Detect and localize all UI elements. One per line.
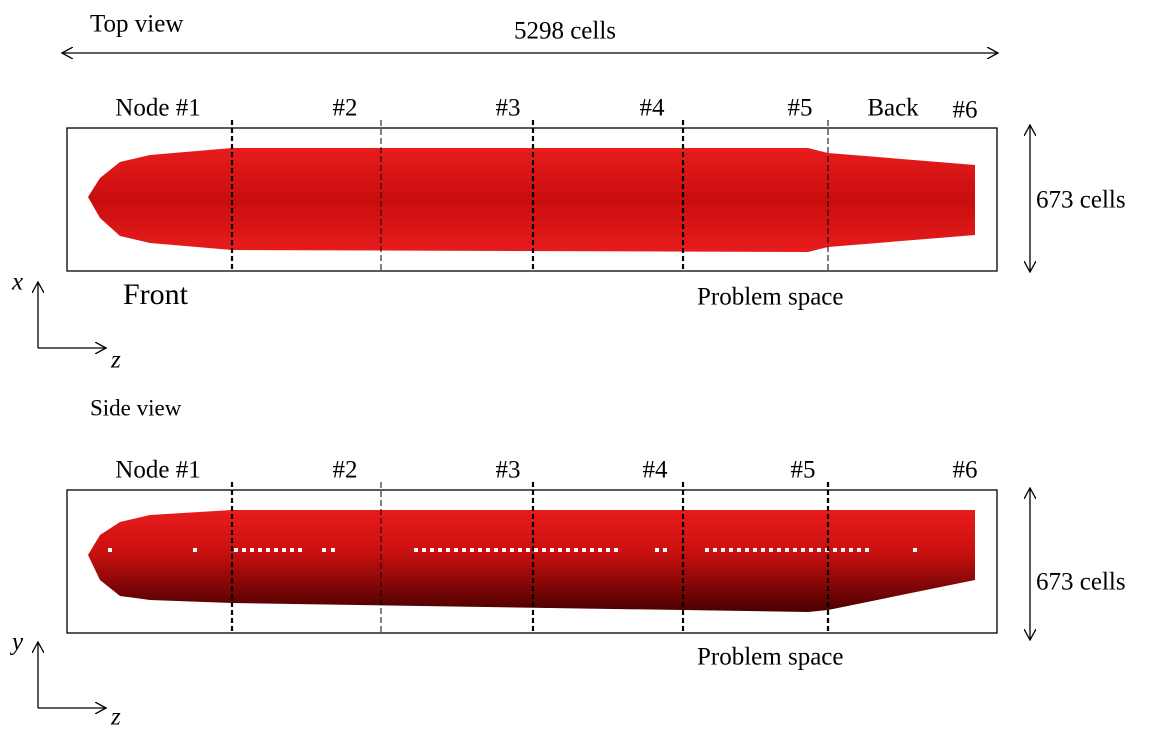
front-label: Front [123,278,189,311]
window [785,548,789,552]
window [761,548,765,552]
window [606,548,610,552]
window [414,548,418,552]
window [849,548,853,552]
window [793,548,797,552]
window [753,548,757,552]
window [290,548,294,552]
window [833,548,837,552]
window [478,548,482,552]
window [438,548,442,552]
window [298,548,302,552]
window [817,548,821,552]
window [193,548,197,552]
window [582,548,586,552]
view-title: Top view [90,11,183,38]
window [234,548,238,552]
fuselage [88,510,975,612]
height-label: 673 cells [1036,569,1126,596]
node-label: #5 [788,95,813,122]
window [769,548,773,552]
window [470,548,474,552]
window [655,548,659,552]
window [663,548,667,552]
window [721,548,725,552]
window [282,548,286,552]
node-label: #6 [953,457,978,484]
window [598,548,602,552]
window [550,548,554,552]
diagram: Top view 5298 cells Node #1 #2 #3 #4 #5 … [0,0,1168,729]
node-label: #4 [640,95,666,122]
window [574,548,578,552]
axis-label: z [110,704,121,729]
window [274,548,278,552]
window [705,548,709,552]
node-label: #6 [953,97,978,124]
height-label: 673 cells [1036,187,1126,214]
axis-label: z [110,347,121,374]
window [566,548,570,552]
window [510,548,514,552]
window [913,548,917,552]
window [713,548,717,552]
window [809,548,813,552]
window [266,548,270,552]
window [502,548,506,552]
window [430,548,434,552]
window [518,548,522,552]
length-label: 5298 cells [514,18,616,45]
space-label: Problem space [697,284,843,311]
window [250,548,254,552]
node-label: Node #1 [115,95,200,122]
window [841,548,845,552]
window [777,548,781,552]
window [801,548,805,552]
node-label: Node #1 [115,457,200,484]
window [865,548,869,552]
node-label: #2 [333,95,358,122]
back-label: Back [867,95,919,122]
node-label: #3 [496,95,521,122]
window [590,548,594,552]
window [422,548,426,552]
fuselage [88,148,975,252]
node-label: #2 [333,457,358,484]
window [494,548,498,552]
window [454,548,458,552]
window [331,548,335,552]
window [322,548,326,552]
axis-label: y [9,629,24,656]
node-label: #5 [791,457,816,484]
view-title: Side view [90,395,182,420]
window [558,548,562,552]
space-label: Problem space [697,644,843,671]
window [614,548,618,552]
window [745,548,749,552]
window [486,548,490,552]
window [534,548,538,552]
node-label: #3 [496,457,521,484]
node-label: #4 [643,457,669,484]
window [446,548,450,552]
axis-label: x [11,269,23,296]
window [542,548,546,552]
window [108,548,112,552]
window [857,548,861,552]
window [526,548,530,552]
window [242,548,246,552]
window [729,548,733,552]
window [462,548,466,552]
window [258,548,262,552]
window [737,548,741,552]
